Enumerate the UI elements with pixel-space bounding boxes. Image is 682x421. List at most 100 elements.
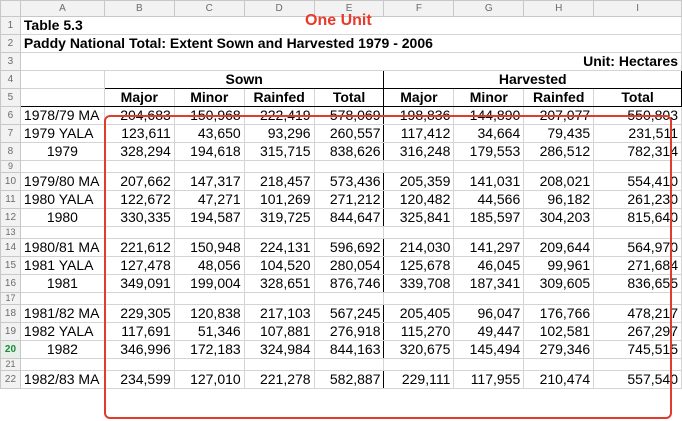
value-cell[interactable]: 234,599 <box>103 370 175 389</box>
cell[interactable] <box>593 358 682 371</box>
sub-header-minor[interactable]: Minor <box>173 88 245 107</box>
value-cell[interactable]: 102,581 <box>523 322 595 341</box>
cell[interactable] <box>523 226 595 239</box>
value-cell[interactable]: 815,640 <box>593 208 682 227</box>
value-cell[interactable]: 205,405 <box>383 304 455 323</box>
value-cell[interactable]: 319,725 <box>243 208 315 227</box>
value-cell[interactable]: 328,651 <box>243 274 315 293</box>
value-cell[interactable]: 187,341 <box>453 274 525 293</box>
row-label-cell[interactable]: 1980 <box>19 208 105 227</box>
cell[interactable] <box>313 226 385 239</box>
cell[interactable] <box>173 160 245 173</box>
row-label-cell[interactable]: 1981 <box>19 274 105 293</box>
cell[interactable] <box>19 358 105 371</box>
row-label-cell[interactable]: 1981 YALA <box>19 256 105 275</box>
value-cell[interactable]: 596,692 <box>313 238 385 257</box>
cell[interactable] <box>453 226 525 239</box>
cell[interactable] <box>523 358 595 371</box>
value-cell[interactable]: 260,557 <box>313 124 385 143</box>
value-cell[interactable]: 214,030 <box>383 238 455 257</box>
row-header[interactable]: 11 <box>0 190 21 209</box>
value-cell[interactable]: 567,245 <box>313 304 385 323</box>
value-cell[interactable]: 44,566 <box>453 190 525 209</box>
row-label-cell[interactable]: 1979/80 MA <box>19 172 105 191</box>
row-label-cell[interactable]: 1982 <box>19 340 105 359</box>
sub-header-rainfed[interactable]: Rainfed <box>523 88 595 107</box>
row-label-cell[interactable]: 1980/81 MA <box>19 238 105 257</box>
value-cell[interactable]: 229,305 <box>103 304 175 323</box>
row-label-cell[interactable]: 1981/82 MA <box>19 304 105 323</box>
value-cell[interactable]: 309,605 <box>523 274 595 293</box>
value-cell[interactable]: 478,217 <box>593 304 682 323</box>
value-cell[interactable]: 231,511 <box>593 124 682 143</box>
sub-header-total[interactable]: Total <box>593 88 682 107</box>
value-cell[interactable]: 49,447 <box>453 322 525 341</box>
column-header-b[interactable]: B <box>103 0 175 17</box>
row-header[interactable]: 3 <box>0 52 21 71</box>
value-cell[interactable]: 573,436 <box>313 172 385 191</box>
row-label-cell[interactable]: 1980 YALA <box>19 190 105 209</box>
value-cell[interactable]: 127,478 <box>103 256 175 275</box>
value-cell[interactable]: 141,297 <box>453 238 525 257</box>
value-cell[interactable]: 276,918 <box>313 322 385 341</box>
value-cell[interactable]: 185,597 <box>453 208 525 227</box>
row-header[interactable]: 15 <box>0 256 21 275</box>
cell[interactable] <box>453 160 525 173</box>
cell[interactable] <box>453 358 525 371</box>
value-cell[interactable]: 346,996 <box>103 340 175 359</box>
value-cell[interactable]: 315,715 <box>243 142 315 161</box>
value-cell[interactable]: 221,612 <box>103 238 175 257</box>
value-cell[interactable]: 557,540 <box>593 370 682 389</box>
value-cell[interactable]: 147,317 <box>173 172 245 191</box>
value-cell[interactable]: 271,212 <box>313 190 385 209</box>
sub-header-major[interactable]: Major <box>383 88 455 107</box>
value-cell[interactable]: 217,103 <box>243 304 315 323</box>
cell[interactable] <box>19 292 105 305</box>
value-cell[interactable]: 47,271 <box>173 190 245 209</box>
cell[interactable] <box>313 358 385 371</box>
sub-header-total[interactable]: Total <box>313 88 385 107</box>
row-label-cell[interactable]: 1982/83 MA <box>19 370 105 389</box>
value-cell[interactable]: 172,183 <box>173 340 245 359</box>
cell[interactable] <box>383 226 455 239</box>
value-cell[interactable]: 117,412 <box>383 124 455 143</box>
value-cell[interactable]: 96,182 <box>523 190 595 209</box>
row-label-cell[interactable]: 1979 YALA <box>19 124 105 143</box>
value-cell[interactable]: 224,131 <box>243 238 315 257</box>
cell[interactable] <box>243 226 315 239</box>
value-cell[interactable]: 122,672 <box>103 190 175 209</box>
value-cell[interactable]: 330,335 <box>103 208 175 227</box>
unit-cell[interactable]: Unit: Hectares <box>19 52 682 71</box>
value-cell[interactable]: 117,691 <box>103 322 175 341</box>
value-cell[interactable]: 127,010 <box>173 370 245 389</box>
cell[interactable] <box>19 70 105 89</box>
cell[interactable] <box>593 292 682 305</box>
row-header[interactable]: 16 <box>0 274 21 293</box>
cell[interactable] <box>243 358 315 371</box>
cell[interactable] <box>103 292 175 305</box>
value-cell[interactable]: 144,890 <box>453 106 525 125</box>
sub-header-minor[interactable]: Minor <box>453 88 525 107</box>
value-cell[interactable]: 261,230 <box>593 190 682 209</box>
value-cell[interactable]: 194,618 <box>173 142 245 161</box>
sub-header-major[interactable]: Major <box>103 88 175 107</box>
value-cell[interactable]: 550,803 <box>593 106 682 125</box>
column-header-g[interactable]: G <box>453 0 525 17</box>
value-cell[interactable]: 286,512 <box>523 142 595 161</box>
value-cell[interactable]: 208,021 <box>523 172 595 191</box>
value-cell[interactable]: 46,045 <box>453 256 525 275</box>
value-cell[interactable]: 150,948 <box>173 238 245 257</box>
value-cell[interactable]: 279,346 <box>523 340 595 359</box>
cell[interactable] <box>593 226 682 239</box>
row-header[interactable]: 5 <box>0 88 21 107</box>
harvested-group-header[interactable]: Harvested <box>383 70 682 89</box>
value-cell[interactable]: 99,961 <box>523 256 595 275</box>
value-cell[interactable]: 582,887 <box>313 370 385 389</box>
value-cell[interactable]: 145,494 <box>453 340 525 359</box>
value-cell[interactable]: 271,684 <box>593 256 682 275</box>
value-cell[interactable]: 229,111 <box>383 370 455 389</box>
value-cell[interactable]: 221,278 <box>243 370 315 389</box>
cell[interactable] <box>103 226 175 239</box>
value-cell[interactable]: 117,955 <box>453 370 525 389</box>
value-cell[interactable]: 179,553 <box>453 142 525 161</box>
